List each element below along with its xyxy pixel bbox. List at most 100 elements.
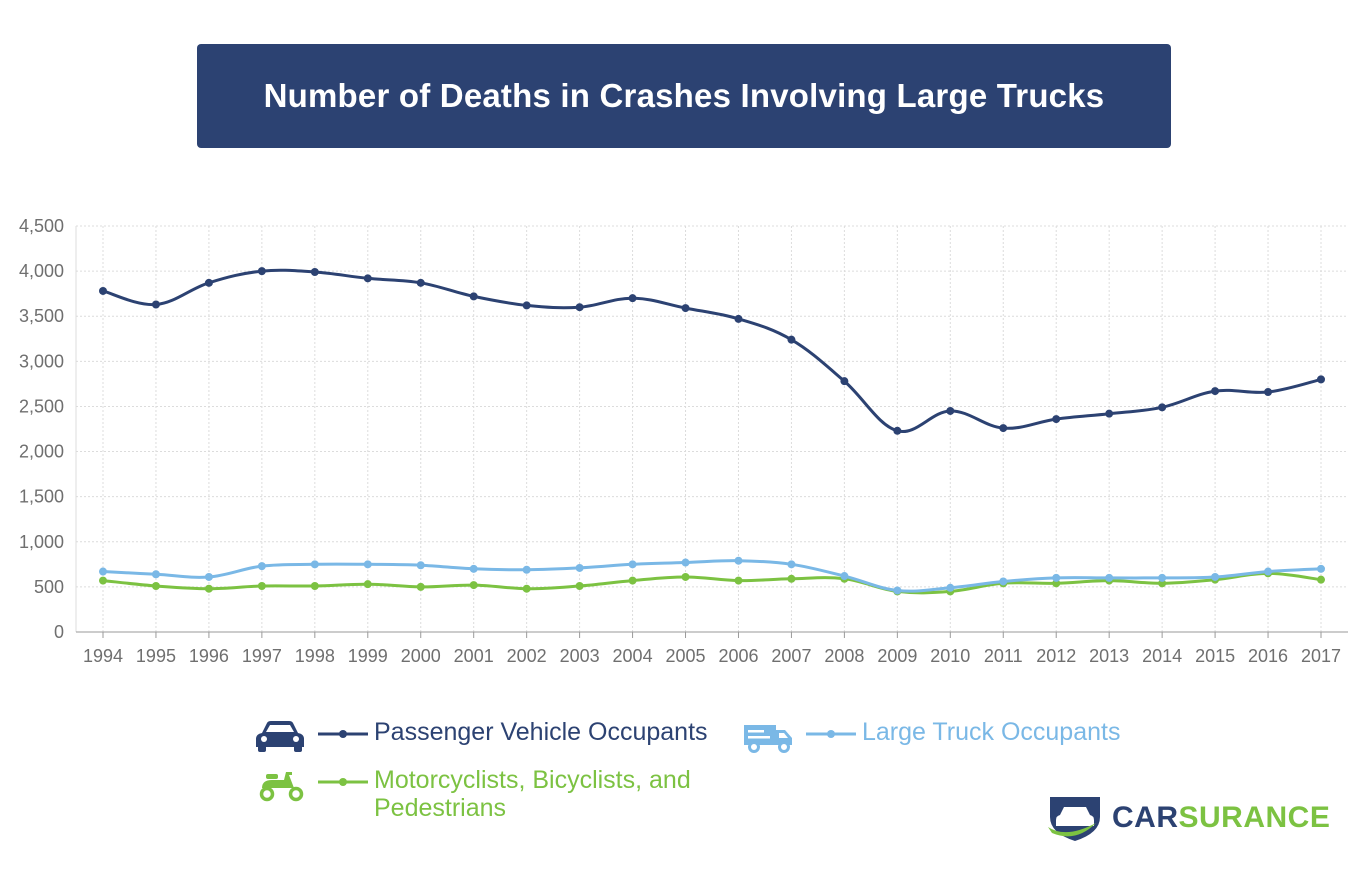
data-point-vulnerable [734, 576, 743, 585]
data-point-passenger [1105, 409, 1114, 418]
logo-text-car: CAR [1112, 801, 1179, 834]
data-point-vulnerable [99, 576, 107, 585]
x-tick-label: 2003 [560, 646, 600, 666]
series-line-passenger [102, 268, 1322, 434]
data-point-passenger [310, 268, 319, 277]
data-point-passenger [151, 300, 160, 309]
y-tick-label: 500 [34, 577, 64, 597]
data-point-truck [522, 565, 531, 574]
y-tick-label: 3,500 [19, 306, 64, 326]
data-point-truck [840, 572, 849, 581]
data-point-passenger [1052, 415, 1061, 424]
data-point-truck [1158, 573, 1167, 582]
x-tick-label: 2011 [984, 646, 1023, 666]
data-point-passenger [840, 377, 849, 386]
data-point-passenger [99, 286, 107, 295]
x-tick-label: 2014 [1142, 646, 1182, 666]
x-tick-label: 2001 [454, 646, 494, 666]
data-point-vulnerable [310, 581, 319, 590]
data-point-truck [628, 560, 637, 569]
x-tick-label: 1998 [295, 646, 335, 666]
carsurance-logo: CARSURANCE [1046, 793, 1330, 843]
data-point-truck [469, 564, 478, 573]
legend-label-truck: Large Truck Occupants [862, 718, 1121, 746]
legend-label-vulnerable: Motorcyclists, Bicyclists, and Pedestria… [374, 766, 691, 822]
data-point-vulnerable [363, 580, 372, 589]
legend-line-passenger [318, 730, 368, 738]
legend-line-vulnerable [318, 778, 368, 786]
data-point-truck [151, 570, 160, 579]
data-point-truck [787, 560, 796, 569]
data-point-passenger [1211, 387, 1220, 396]
legend-item-passenger: Passenger Vehicle Occupants [254, 718, 708, 754]
data-point-passenger [1317, 375, 1325, 384]
data-point-passenger [628, 294, 637, 303]
grid-lines [76, 225, 1348, 632]
logo-shield-icon [1048, 797, 1100, 841]
y-tick-label: 4,000 [19, 261, 64, 281]
chart-title: Number of Deaths in Crashes Involving La… [263, 77, 1105, 114]
series-group [99, 267, 1325, 596]
y-tick-label: 1,000 [19, 532, 64, 552]
legend-label-vulnerable-line2: Pedestrians [374, 794, 507, 822]
data-point-truck [1264, 567, 1273, 576]
logo-text-surance: SURANCE [1178, 801, 1331, 834]
data-point-vulnerable [522, 584, 531, 593]
axes [75, 226, 1348, 638]
data-point-passenger [204, 278, 213, 287]
data-point-truck [681, 558, 690, 567]
x-tick-label: 2016 [1248, 646, 1288, 666]
data-point-vulnerable [628, 576, 637, 585]
y-tick-label: 4,500 [19, 216, 64, 236]
x-tick-label: 2006 [718, 646, 758, 666]
data-point-vulnerable [1317, 575, 1325, 584]
y-tick-label: 3,000 [19, 351, 64, 371]
y-axis-ticks: 0 500 1,000 1,500 2,000 2,500 3,000 3,500 4,000 4… [19, 216, 64, 642]
data-point-passenger [734, 314, 743, 323]
series-line-vulnerable [102, 571, 1322, 595]
data-point-truck [416, 561, 425, 570]
line-chart: 0 500 1,000 1,500 2,000 2,500 3,000 3,500 4,000 4… [19, 216, 1348, 666]
x-tick-label: 1995 [136, 646, 176, 666]
data-point-truck [1105, 573, 1114, 582]
x-tick-label: 2000 [401, 646, 441, 666]
legend-label-vulnerable-line1: Motorcyclists, Bicyclists, and [374, 766, 691, 794]
data-point-passenger [893, 426, 902, 435]
data-point-vulnerable [257, 581, 266, 590]
legend-item-vulnerable: Motorcyclists, Bicyclists, and Pedestria… [254, 766, 691, 822]
data-point-passenger [1158, 403, 1167, 412]
data-point-vulnerable [575, 581, 584, 590]
data-point-truck [99, 567, 107, 576]
x-tick-label: 1994 [83, 646, 123, 666]
data-point-truck [257, 562, 266, 571]
y-tick-label: 2,000 [19, 442, 64, 462]
data-point-truck [1317, 564, 1325, 573]
data-point-passenger [681, 304, 690, 313]
x-tick-label: 1996 [189, 646, 229, 666]
x-tick-label: 2005 [665, 646, 705, 666]
data-point-truck [893, 586, 902, 595]
data-point-vulnerable [416, 582, 425, 591]
data-point-passenger [946, 406, 955, 415]
data-point-vulnerable [204, 584, 213, 593]
data-point-truck [363, 560, 372, 569]
data-point-passenger [1264, 388, 1273, 397]
y-tick-label: 2,500 [19, 396, 64, 416]
data-point-truck [310, 560, 319, 569]
data-point-vulnerable [787, 574, 796, 583]
truck-icon [742, 718, 794, 754]
logo-text: CARSURANCE [1112, 801, 1330, 835]
data-point-passenger [469, 292, 478, 301]
data-point-truck [734, 556, 743, 565]
data-point-vulnerable [469, 581, 478, 590]
x-tick-label: 2007 [771, 646, 811, 666]
data-point-passenger [575, 303, 584, 312]
y-tick-label: 1,500 [19, 487, 64, 507]
data-point-passenger [787, 335, 796, 344]
x-tick-label: 2017 [1301, 646, 1341, 666]
x-tick-label: 2002 [507, 646, 547, 666]
x-tick-label: 2004 [613, 646, 653, 666]
data-point-vulnerable [681, 572, 690, 581]
data-point-truck [1052, 573, 1061, 582]
legend-line-truck [806, 730, 856, 738]
